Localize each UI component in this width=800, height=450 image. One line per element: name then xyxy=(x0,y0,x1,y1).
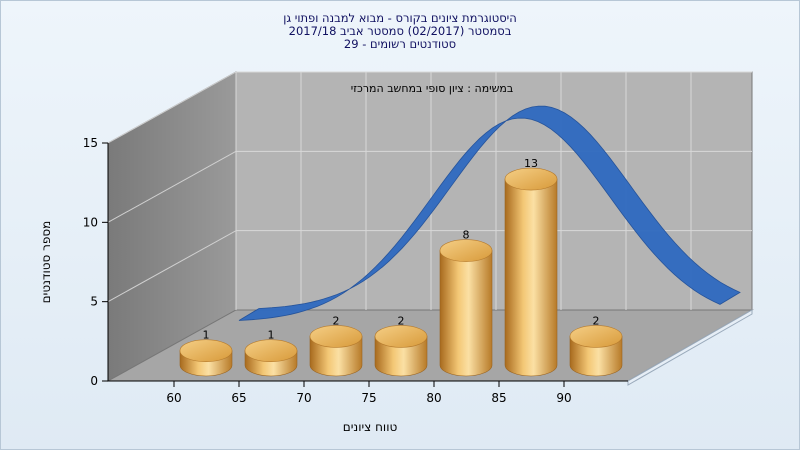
chart-title: היסטוגרמת ציונים בקורס - מבוא למבנה ופתו… xyxy=(283,11,517,25)
bar-body xyxy=(569,336,623,377)
y-tick-label: 0 xyxy=(90,374,98,388)
data-label: 13 xyxy=(524,157,538,170)
data-label: 2 xyxy=(398,314,405,327)
bar xyxy=(309,325,363,377)
bar xyxy=(569,325,623,377)
bar-body xyxy=(439,250,493,377)
x-tick-label: 70 xyxy=(296,391,311,405)
chart-subtitle: בסמסטר (02/2017) סמסטר אביב 2017/18 xyxy=(288,24,512,38)
bars xyxy=(179,167,623,377)
x-tick-label: 85 xyxy=(491,391,506,405)
data-label: 1 xyxy=(203,329,210,342)
bar xyxy=(244,339,298,377)
bar-top xyxy=(309,325,363,348)
x-axis-label: טווח ציונים xyxy=(343,420,398,434)
y-tick-label: 5 xyxy=(90,295,98,309)
bar xyxy=(439,239,493,377)
x-tick-label: 75 xyxy=(361,391,376,405)
x-tick-label: 60 xyxy=(166,391,181,405)
y-tick-label: 10 xyxy=(83,215,98,229)
x-tick-label: 90 xyxy=(556,391,571,405)
data-labels: 1 1 2 2 8 13 2 xyxy=(203,157,600,342)
bar xyxy=(179,339,233,377)
data-label: 2 xyxy=(333,314,340,327)
y-tick-label: 15 xyxy=(83,136,98,150)
y-axis-label: מספר סטודנטים xyxy=(39,221,53,304)
x-tick-label: 65 xyxy=(231,391,246,405)
bar xyxy=(374,325,428,377)
bar-top xyxy=(504,167,558,191)
annotation-text: במשימה : ציון סופי במחשב המרכזי xyxy=(351,82,514,95)
data-label: 2 xyxy=(593,314,600,327)
bar-top xyxy=(374,325,428,348)
side-gridline xyxy=(107,150,237,223)
x-tick-label: 80 xyxy=(426,391,441,405)
bar-top xyxy=(244,339,298,363)
axes: 60 65 70 75 80 85 90 0 5 10 15 xyxy=(83,136,628,405)
bar-body xyxy=(374,336,428,377)
bar-body xyxy=(504,178,558,377)
side-gridline xyxy=(107,230,237,303)
data-label: 1 xyxy=(268,329,275,342)
bar-top xyxy=(179,339,233,363)
normal-curve xyxy=(238,105,741,321)
bar-body xyxy=(309,336,363,377)
normal-curve-ribbon xyxy=(238,105,741,321)
side-gridline xyxy=(107,71,237,144)
bar xyxy=(504,167,558,377)
bar-top xyxy=(439,239,493,262)
floor-front-face xyxy=(627,309,753,386)
gridlines xyxy=(107,71,752,310)
data-label: 8 xyxy=(463,229,470,242)
bar-top xyxy=(569,325,623,348)
chart-registered-count: סטודנטים רשומים - 29 xyxy=(343,37,457,51)
